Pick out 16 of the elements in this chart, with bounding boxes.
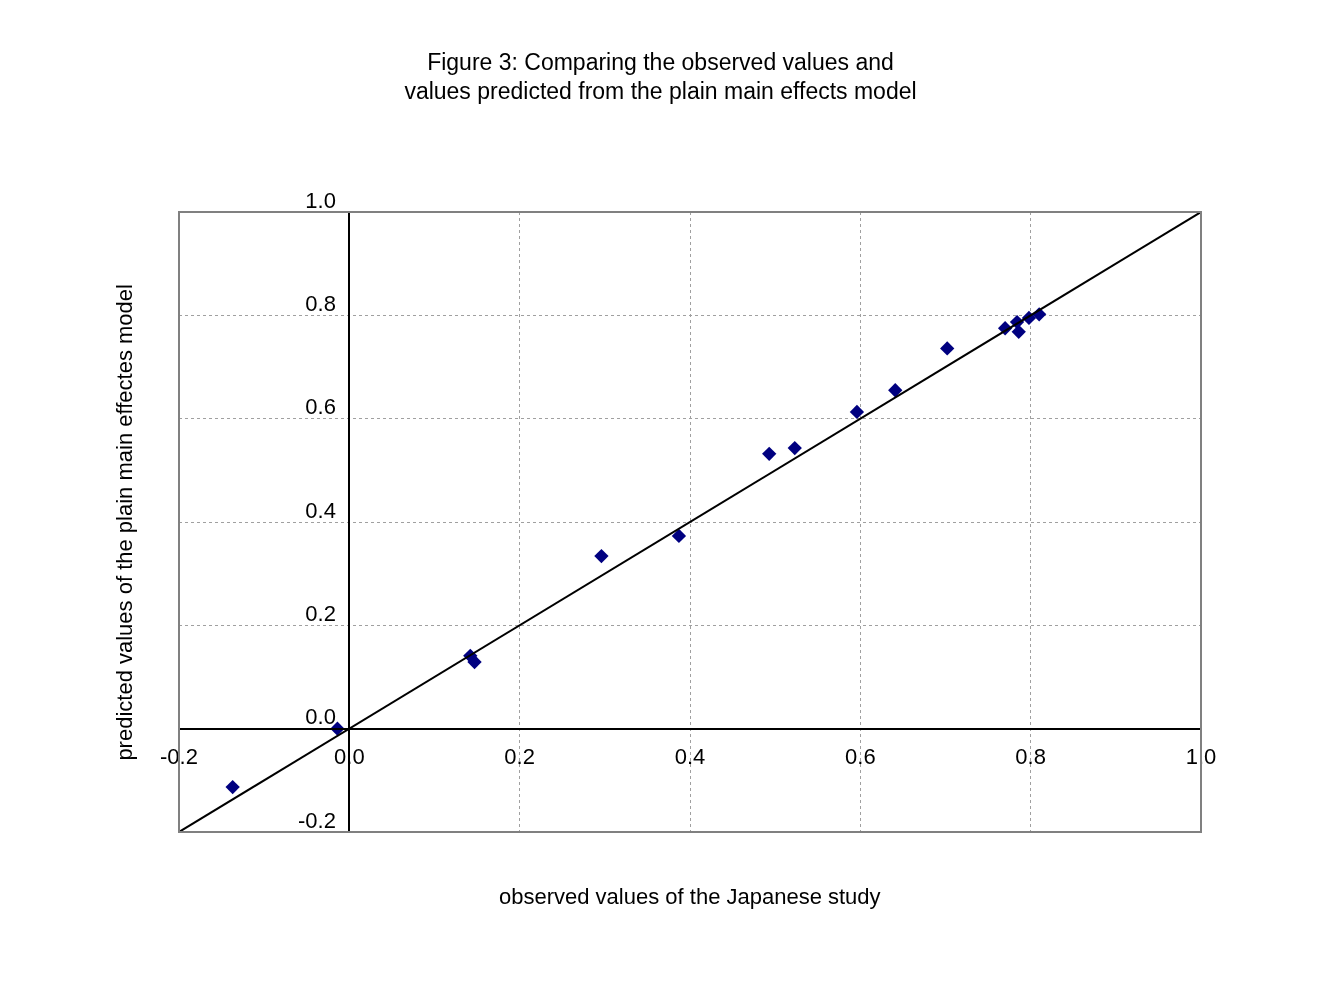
y-axis-title: predicted values of the plain main effectes model: [111, 284, 137, 761]
y-tick-label: 0.4: [305, 497, 336, 523]
y-tick-label: 0.0: [305, 704, 336, 730]
chart-title: Figure 3: Comparing the observed values and values predicted from the plain main effects model: [404, 48, 917, 105]
x-tick-label: 0.8: [1015, 744, 1046, 770]
x-tick-label: -0.2: [160, 744, 198, 770]
x-axis-title: observed values of the Japanese study: [499, 884, 881, 909]
y-tick-label: 0.8: [305, 291, 336, 317]
y-tick-label: 0.2: [305, 601, 336, 627]
x-tick-label: 1.0: [1185, 744, 1217, 770]
y-tick-label: 0.6: [305, 394, 336, 420]
x-tick-label: 0.4: [674, 744, 706, 770]
x-tick-label: 0.2: [504, 744, 535, 770]
y-tick-label: 1.0: [305, 187, 336, 213]
y-tick-label: -0.2: [298, 807, 336, 833]
x-tick-label: 0.6: [845, 744, 876, 770]
